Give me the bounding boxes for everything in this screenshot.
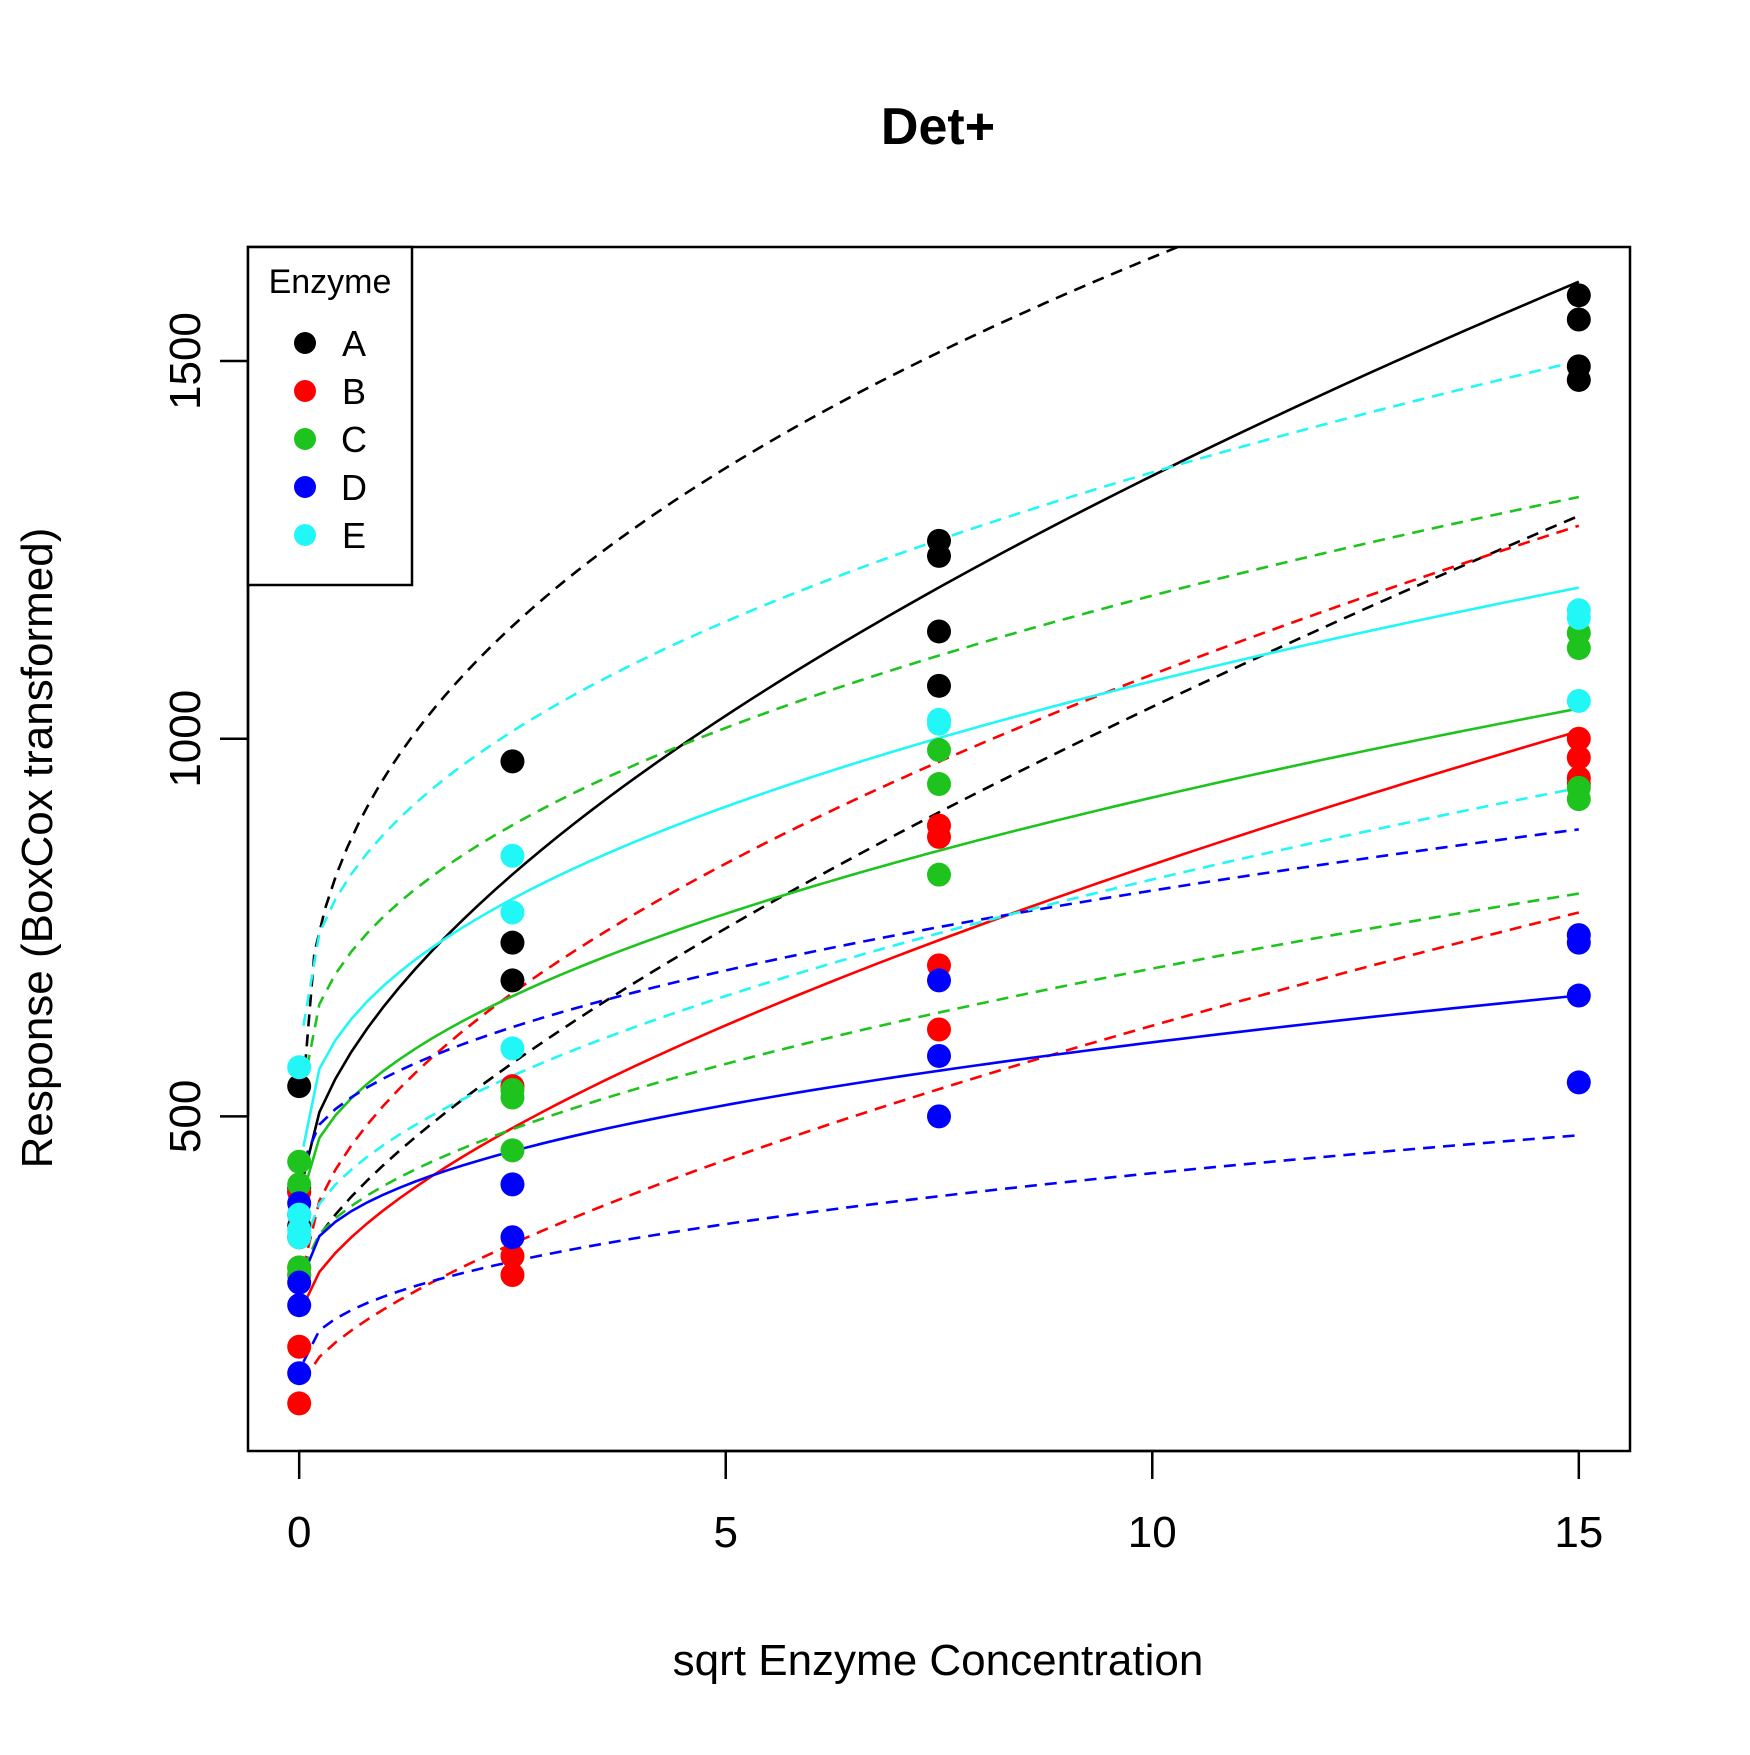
series-a-band-lower bbox=[302, 514, 1580, 1269]
legend-marker-c bbox=[294, 428, 316, 450]
series-a-point bbox=[287, 1074, 312, 1099]
y-tick-label: 500 bbox=[161, 1080, 210, 1153]
y-axis-label: Response (BoxCox transformed) bbox=[13, 528, 62, 1169]
series-b-point bbox=[287, 1391, 312, 1416]
series-d-point bbox=[287, 1361, 312, 1386]
series-c-point bbox=[287, 1149, 312, 1174]
legend-marker-e bbox=[294, 524, 316, 546]
series-c-point bbox=[500, 1077, 525, 1102]
series-d-point bbox=[287, 1270, 312, 1295]
series-c-point bbox=[1566, 775, 1591, 800]
y-tick-label: 1500 bbox=[161, 312, 210, 410]
series-d-point bbox=[1566, 983, 1591, 1008]
x-axis-label: sqrt Enzyme Concentration bbox=[673, 1636, 1204, 1685]
x-tick-label: 15 bbox=[1554, 1508, 1603, 1557]
plot-area bbox=[246, 245, 1632, 1453]
legend-marker-d bbox=[294, 476, 316, 498]
series-d-band-upper bbox=[302, 828, 1579, 1163]
x-tick-label: 10 bbox=[1128, 1508, 1177, 1557]
series-b-point bbox=[1566, 726, 1591, 751]
series-a-point bbox=[500, 968, 525, 993]
x-tick-label: 5 bbox=[713, 1508, 737, 1557]
series-b-point bbox=[927, 813, 951, 838]
legend-label-b: B bbox=[342, 371, 366, 412]
legend-marker-b bbox=[294, 380, 316, 402]
series-e-point bbox=[927, 707, 951, 732]
series-e-point bbox=[500, 900, 525, 925]
series-a-fit-line bbox=[302, 280, 1580, 1178]
series-a-point bbox=[927, 528, 951, 553]
series-b-point bbox=[500, 1244, 525, 1269]
series-b-point bbox=[927, 1017, 951, 1042]
x-tick-label: 0 bbox=[287, 1508, 311, 1557]
series-d-point bbox=[500, 1172, 525, 1197]
legend-marker-a bbox=[294, 332, 316, 354]
series-e-point bbox=[1566, 598, 1591, 623]
series-e-point bbox=[500, 843, 525, 868]
series-d-point bbox=[287, 1293, 312, 1318]
series-b-point bbox=[1566, 745, 1591, 770]
series-d-point bbox=[500, 1225, 525, 1250]
legend-label-a: A bbox=[342, 323, 366, 364]
series-a-point bbox=[927, 619, 951, 644]
series-e-point bbox=[287, 1055, 312, 1080]
y-tick-label: 1000 bbox=[161, 690, 210, 788]
series-e-band-lower bbox=[302, 786, 1580, 1246]
series-e-point bbox=[287, 1202, 312, 1227]
series-b-fit-line bbox=[302, 729, 1580, 1306]
series-c-band-lower bbox=[302, 892, 1580, 1269]
series-d-band-lower bbox=[302, 1133, 1579, 1363]
series-c-point bbox=[927, 862, 951, 887]
series-c-point bbox=[927, 738, 951, 763]
series-d-point bbox=[1566, 1070, 1591, 1095]
x-axis: 0 5 10 15 bbox=[287, 1449, 1603, 1557]
y-axis: 500 1000 1500 bbox=[161, 312, 250, 1153]
series-c-point bbox=[927, 772, 951, 797]
legend-label-e: E bbox=[342, 515, 366, 556]
series-a-point bbox=[500, 749, 525, 774]
series-e-point bbox=[1566, 688, 1591, 713]
series-a-point bbox=[1566, 307, 1591, 332]
series-a-point bbox=[500, 930, 525, 955]
series-b-point bbox=[287, 1334, 312, 1359]
series-c-fit-line bbox=[302, 707, 1580, 1193]
series-e-point bbox=[500, 1036, 525, 1061]
series-a-point bbox=[1566, 283, 1591, 308]
series-d-point bbox=[1566, 923, 1591, 948]
series-d-point bbox=[927, 968, 951, 993]
series-d-point bbox=[927, 1104, 951, 1129]
series-a-point bbox=[1566, 354, 1591, 379]
legend-label-d: D bbox=[341, 467, 367, 508]
series-a-point bbox=[927, 673, 951, 698]
legend-label-c: C bbox=[341, 419, 367, 460]
chart-title: Det+ bbox=[881, 98, 995, 156]
points bbox=[287, 283, 1591, 1416]
series-b-band-lower bbox=[302, 911, 1580, 1382]
series-e-fit-line bbox=[302, 586, 1580, 1147]
series-c-point bbox=[287, 1172, 312, 1197]
series-c-point bbox=[500, 1138, 525, 1163]
series-a-band-upper bbox=[302, 247, 1179, 1087]
legend-title: Enzyme bbox=[269, 263, 392, 301]
series-d-point bbox=[927, 1043, 951, 1068]
series-b-point bbox=[500, 1263, 525, 1288]
legend-box bbox=[246, 245, 414, 587]
